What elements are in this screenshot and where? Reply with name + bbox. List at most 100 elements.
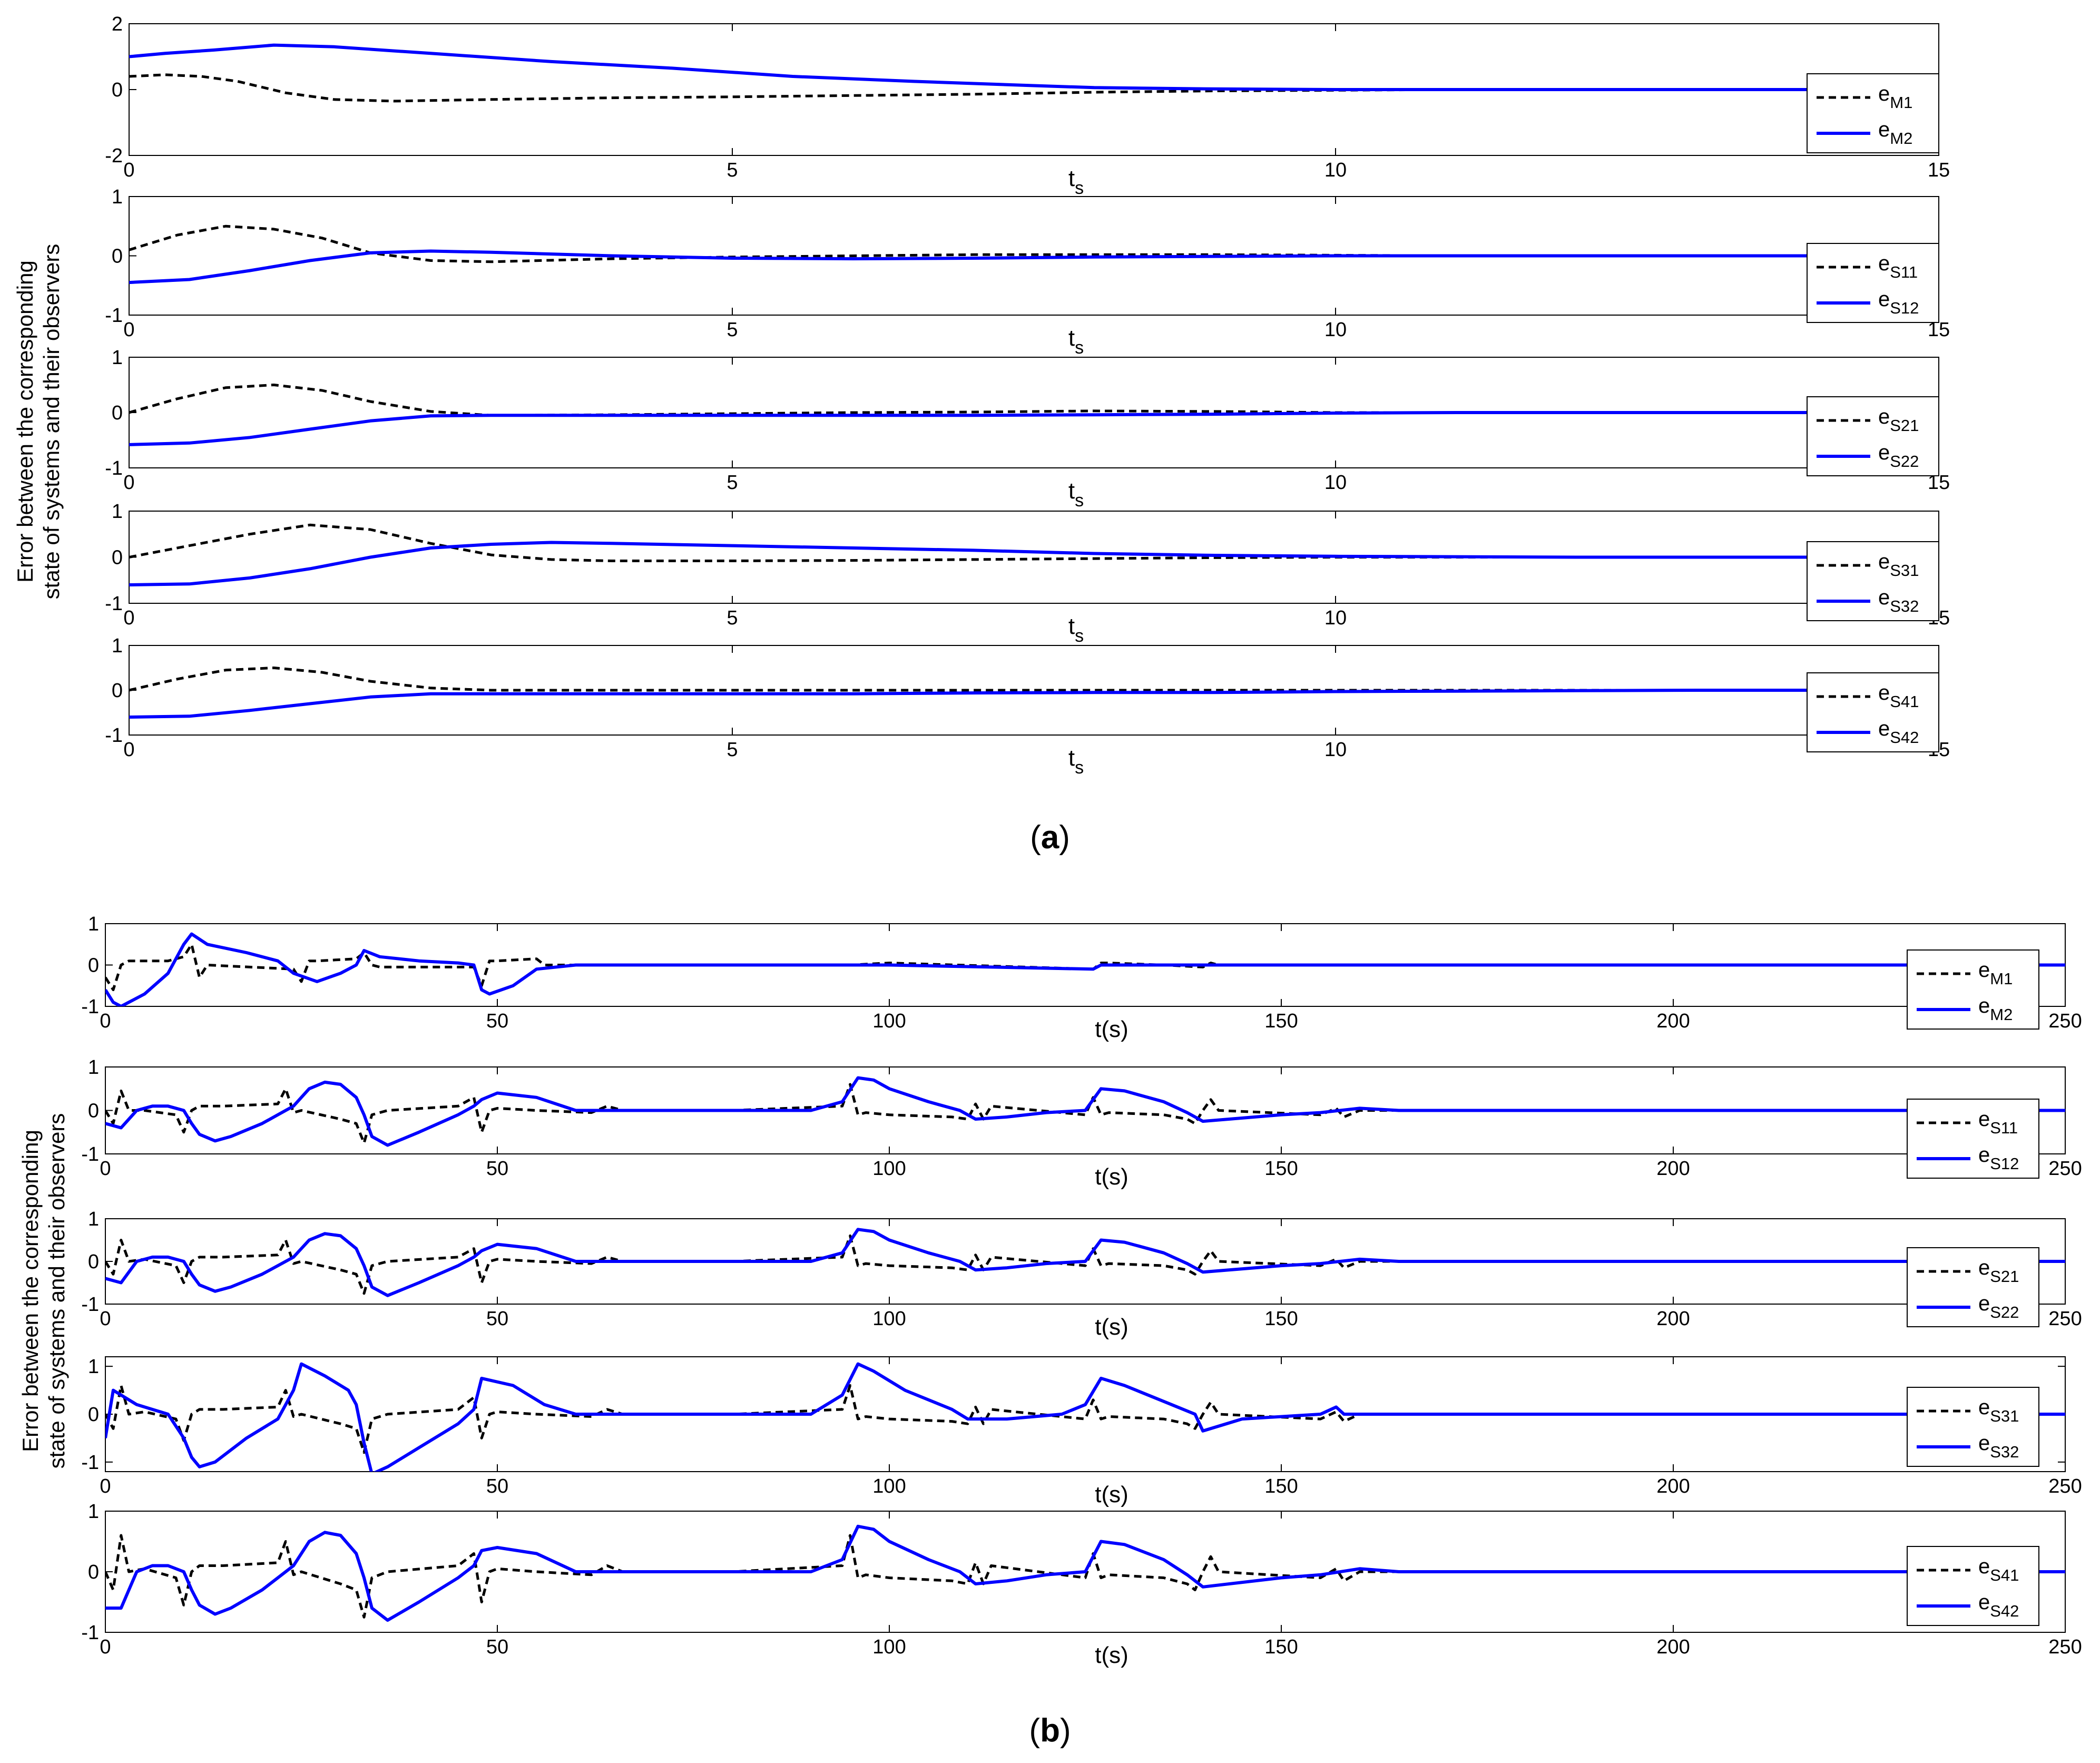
legend-entry: eM1	[1978, 958, 2013, 988]
legend-entry-base: e	[1878, 288, 1890, 311]
y-tick-label: 1	[88, 1208, 99, 1230]
x-tick-label: 0	[123, 159, 134, 181]
legend-entry: eS22	[1978, 1292, 2019, 1321]
x-tick-label: 0	[123, 319, 134, 341]
x-axis-label: t(s)	[1095, 1314, 1128, 1340]
legend-entry: eS12	[1878, 288, 1919, 317]
x-tick-label: 10	[1324, 159, 1347, 181]
panel-a-caption-close: )	[1059, 819, 1070, 856]
legend-entry-base: e	[1978, 1555, 1990, 1578]
legend-entry-base: e	[1878, 118, 1890, 141]
panel-b-ylabel-line1: Error between the corresponding	[18, 1130, 43, 1452]
legend-entry: eS12	[1978, 1143, 2019, 1173]
y-tick-label: 0	[88, 1404, 99, 1426]
y-tick-label: 1	[112, 501, 123, 523]
series-line-eS22	[105, 1228, 2065, 1297]
legend-entry: eS21	[1978, 1256, 2019, 1286]
y-tick-label: 0	[112, 547, 123, 569]
legend-entry-sub: M1	[1890, 93, 1912, 112]
series-line-eM1	[129, 73, 1939, 103]
y-tick-label: -1	[81, 1143, 99, 1165]
legend-entry-sub: S21	[1990, 1267, 2019, 1286]
legend-entry-sub: S42	[1990, 1602, 2019, 1620]
x-tick-label: 5	[727, 472, 738, 494]
legend-entry-base: e	[1878, 405, 1890, 428]
legend-entry: eS11	[1878, 252, 1918, 281]
series-line-eS32	[129, 541, 1939, 586]
legend-entry: eS31	[1978, 1396, 2019, 1425]
legend-entry-sub: S42	[1890, 728, 1919, 747]
x-axis-label-sub: s	[1075, 178, 1084, 198]
x-tick-label: 0	[100, 1308, 111, 1330]
panel-b-caption-open: (	[1029, 1712, 1040, 1749]
y-tick-label: 2	[112, 13, 123, 35]
legend-entry-sub: M1	[1990, 969, 2013, 988]
series-line-eM2	[105, 932, 2065, 1006]
legend-entry-sub: S12	[1990, 1154, 2019, 1173]
legend-entry-base: e	[1978, 1108, 1990, 1131]
legend-entry-base: e	[1878, 717, 1890, 740]
x-axis-label: t(s)	[1095, 1482, 1128, 1507]
series-line-eS12	[129, 249, 1939, 285]
x-tick-label: 100	[872, 1010, 906, 1032]
y-tick-label: -1	[105, 593, 123, 615]
legend-entry: eS11	[1978, 1108, 2018, 1137]
series-line-eS31	[129, 523, 1939, 562]
x-tick-label: 50	[486, 1475, 508, 1497]
y-tick-label: 0	[88, 1561, 99, 1583]
y-tick-label: -1	[105, 457, 123, 479]
y-tick-label: -1	[105, 305, 123, 327]
legend-entry-sub: S41	[1990, 1566, 2019, 1584]
x-tick-label: 10	[1324, 739, 1347, 761]
x-axis-label: t(s)	[1095, 1164, 1128, 1190]
legend-entry-sub: S32	[1890, 597, 1919, 615]
x-axis-label: ts	[1068, 745, 1084, 778]
x-tick-label: 250	[2048, 1308, 2082, 1330]
y-tick-label: 1	[88, 913, 99, 935]
x-axis-label-sub: s	[1075, 338, 1084, 358]
x-tick-label: 150	[1264, 1308, 1298, 1330]
legend-entry: eM2	[1978, 994, 2013, 1024]
legend-entry: eM1	[1878, 82, 1912, 112]
x-tick-label: 10	[1324, 472, 1347, 494]
series-line-eS41	[129, 667, 1939, 692]
x-axis-label-base: t	[1068, 165, 1075, 191]
x-tick-label: 5	[727, 159, 738, 181]
x-axis-label-sub: s	[1075, 626, 1084, 646]
series-line-eS42	[129, 689, 1939, 719]
x-axis-label-base: t	[1068, 613, 1075, 639]
legend-entry-sub: S22	[1890, 452, 1919, 471]
legend-box	[1907, 949, 2039, 1030]
x-axis-label: t(s)	[1095, 1642, 1128, 1668]
legend-entry: eS41	[1878, 681, 1919, 711]
legend-entry-sub: S11	[1890, 263, 1918, 281]
x-tick-label: 50	[486, 1636, 508, 1658]
y-tick-label: -1	[81, 1622, 99, 1644]
panel-a-caption: (a)	[1030, 819, 1070, 856]
legend-entry: eS42	[1978, 1591, 2019, 1620]
panel-a-ylabel-line1: Error between the corresponding	[13, 260, 37, 583]
y-tick-label: 1	[88, 1501, 99, 1523]
legend-entry-base: e	[1978, 958, 1990, 982]
x-axis-label: t(s)	[1095, 1016, 1128, 1042]
x-tick-label: 10	[1324, 607, 1347, 629]
y-tick-label: -1	[105, 724, 123, 747]
x-tick-label: 200	[1656, 1475, 1690, 1497]
legend-box	[1807, 672, 1939, 752]
x-axis-label-base: t	[1068, 745, 1075, 771]
x-tick-label: 150	[1264, 1636, 1298, 1658]
x-axis-label-sub: s	[1075, 758, 1084, 778]
legend-entry-base: e	[1978, 1143, 1990, 1167]
y-tick-label: 0	[112, 680, 123, 702]
x-axis-label-base: t(s)	[1095, 1642, 1128, 1668]
legend-entry-sub: S31	[1890, 561, 1919, 580]
legend-entry: eS41	[1978, 1555, 2019, 1584]
x-tick-label: 150	[1264, 1158, 1298, 1180]
legend-entry-base: e	[1878, 586, 1890, 609]
y-tick-label: -1	[81, 996, 99, 1018]
